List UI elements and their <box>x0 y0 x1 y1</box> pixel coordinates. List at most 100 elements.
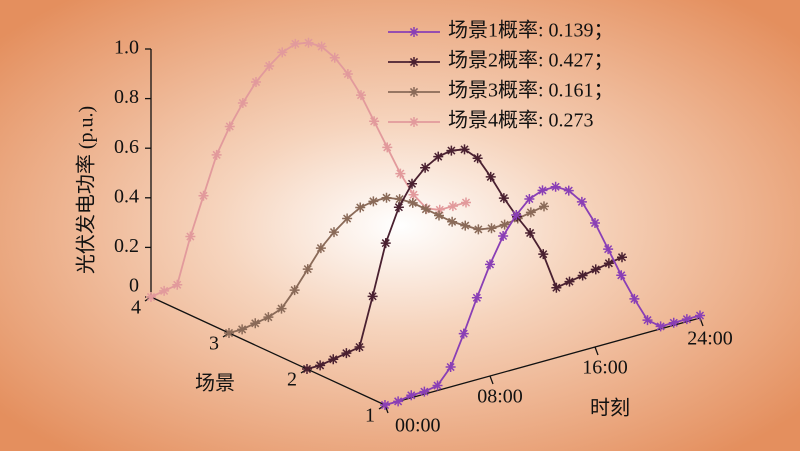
point-marker <box>367 291 378 302</box>
point-marker <box>315 360 326 371</box>
point-marker <box>473 224 484 235</box>
point-marker <box>185 231 196 242</box>
point-marker <box>603 258 614 269</box>
y-axis-title: 光伏发电功率 (p.u.) <box>75 106 98 274</box>
point-marker <box>551 282 562 293</box>
z-tick-label: 1 <box>365 405 375 427</box>
point-marker <box>316 41 327 52</box>
point-marker <box>408 189 419 200</box>
point-marker <box>617 252 627 263</box>
point-marker <box>381 192 392 203</box>
point-marker <box>406 390 417 401</box>
point-marker <box>563 185 574 196</box>
point-marker <box>224 328 234 338</box>
point-marker <box>485 171 496 182</box>
z-tick-label: 3 <box>209 333 219 355</box>
y-tick-label: 1.0 <box>114 37 139 59</box>
point-marker <box>629 293 640 304</box>
y-tick-label: 0.4 <box>114 185 139 207</box>
point-marker <box>290 38 301 49</box>
point-marker <box>461 197 471 208</box>
point-marker <box>537 185 548 196</box>
x-tick-label: 00:00 <box>395 415 441 437</box>
point-marker <box>576 196 587 207</box>
point-marker <box>198 190 209 201</box>
point-marker <box>329 227 339 238</box>
x-tick-label: 24:00 <box>687 328 733 350</box>
point-marker <box>224 121 235 132</box>
point-marker <box>369 116 380 127</box>
legend-label: 场景2概率: 0.427； <box>448 49 614 72</box>
legend-label: 场景4概率: 0.273 <box>448 109 594 132</box>
point-marker <box>407 178 417 189</box>
y-tick-label: 0 <box>129 275 139 297</box>
point-marker <box>420 204 431 215</box>
point-marker <box>395 168 406 179</box>
point-marker <box>328 354 339 365</box>
point-marker <box>642 315 653 326</box>
point-marker <box>524 193 535 204</box>
point-marker <box>525 207 536 218</box>
point-marker <box>681 314 692 325</box>
point-marker <box>486 223 497 234</box>
point-marker <box>355 202 366 213</box>
y-tick-label: 0.2 <box>114 235 139 257</box>
point-marker <box>407 197 418 208</box>
point-marker <box>342 213 353 224</box>
point-marker <box>420 162 431 173</box>
x-tick <box>594 346 599 356</box>
z-axis <box>150 296 386 406</box>
z-axis-title: 场景 <box>195 372 235 395</box>
point-marker <box>445 362 456 373</box>
legend-label: 场景1概率: 0.139； <box>448 19 614 42</box>
point-marker <box>525 227 536 238</box>
point-marker <box>695 310 705 321</box>
x-axis-title: 时刻 <box>590 397 630 420</box>
z-tick-label: 2 <box>287 369 297 391</box>
point-marker <box>472 153 483 164</box>
point-marker <box>211 149 222 160</box>
point-marker <box>447 216 458 227</box>
point-marker <box>394 194 405 205</box>
point-marker <box>264 60 275 71</box>
point-marker <box>485 259 495 270</box>
point-marker <box>237 324 248 335</box>
point-marker <box>393 396 404 407</box>
point-marker <box>342 68 353 79</box>
point-marker <box>419 386 430 397</box>
point-marker <box>302 264 313 275</box>
point-marker <box>498 230 509 241</box>
point-marker <box>237 97 248 108</box>
x-tick <box>489 375 494 385</box>
point-marker <box>354 342 365 353</box>
point-marker <box>172 279 183 290</box>
point-marker <box>499 219 510 230</box>
point-marker <box>315 243 326 254</box>
point-marker <box>146 292 156 302</box>
y-tick-label: 0.8 <box>114 86 139 108</box>
point-marker <box>263 312 274 323</box>
point-marker <box>302 364 312 374</box>
point-marker <box>159 285 170 296</box>
z-tick-label: 4 <box>131 297 141 319</box>
point-marker <box>616 270 627 281</box>
point-marker <box>458 328 469 339</box>
legend-marker <box>409 87 419 97</box>
legend-marker <box>409 57 419 67</box>
point-marker <box>447 201 458 212</box>
point-marker <box>668 317 679 328</box>
y-tick-label: 0.6 <box>114 136 139 158</box>
point-marker <box>393 202 404 213</box>
legend-label: 场景3概率: 0.161； <box>448 79 614 102</box>
x-tick-label: 08:00 <box>477 386 523 408</box>
point-marker <box>251 77 261 87</box>
point-marker <box>446 145 457 156</box>
point-marker <box>655 321 666 332</box>
point-marker <box>460 220 471 231</box>
point-marker <box>459 144 470 155</box>
point-marker <box>603 244 614 255</box>
point-marker <box>341 348 352 359</box>
